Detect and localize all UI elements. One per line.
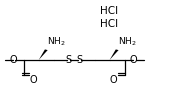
Text: O: O (10, 55, 18, 65)
Text: NH$_2$: NH$_2$ (47, 35, 66, 48)
Text: S: S (65, 55, 71, 65)
Polygon shape (110, 49, 119, 60)
Text: HCl: HCl (100, 19, 118, 29)
Polygon shape (39, 49, 48, 60)
Text: O: O (130, 55, 138, 65)
Text: O: O (110, 75, 117, 85)
Text: O: O (30, 75, 37, 85)
Text: S: S (76, 55, 82, 65)
Text: NH$_2$: NH$_2$ (118, 35, 136, 48)
Text: HCl: HCl (100, 6, 118, 16)
